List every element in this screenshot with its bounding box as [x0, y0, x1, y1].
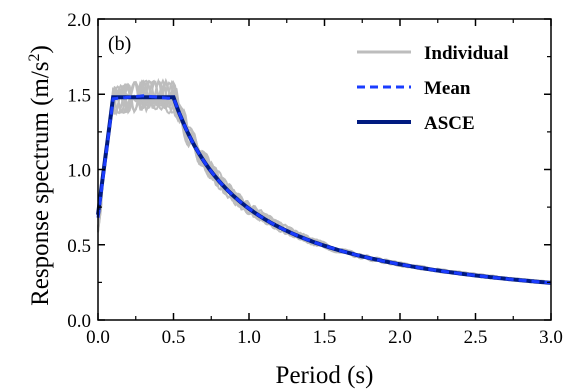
y-tick-label: 1.5: [67, 85, 91, 106]
legend-label-individual: Individual: [424, 43, 509, 64]
y-tick-label: 0.0: [67, 311, 91, 332]
individual-record-line: [97, 79, 552, 284]
individual-record-line: [97, 79, 551, 284]
legend-label-mean: Mean: [424, 78, 471, 99]
axis-ticks: 0.0 0.5 1.0 1.5 2.0 2.5 3.0 0.0 0.5 1.0 1.5 2.0: [67, 10, 563, 348]
legend: Individual Mean ASCE: [357, 43, 509, 134]
x-tick-label: 1.0: [237, 327, 261, 348]
individual-series-group: [97, 77, 552, 285]
x-tick-label: 2.5: [464, 327, 488, 348]
y-axis-title-close: ): [27, 45, 54, 53]
individual-record-line: [97, 79, 552, 283]
x-tick-label: 0.0: [86, 327, 110, 348]
x-axis-title: Period (s): [276, 362, 374, 389]
x-tick-label: 0.5: [162, 327, 186, 348]
y-axis-title-superscript: 2: [26, 53, 43, 61]
asce-series-line: [96, 95, 552, 285]
y-axis-title-main: Response spectrum (m/s: [27, 61, 54, 305]
y-tick-label: 2.0: [67, 10, 91, 31]
individual-record-line: [97, 79, 552, 285]
panel-label: (b): [108, 33, 131, 55]
x-tick-label: 1.5: [313, 327, 337, 348]
main-series-group: [96, 94, 552, 285]
y-tick-label: 1.0: [67, 161, 91, 182]
y-tick-label: 0.5: [67, 236, 91, 257]
individual-record-line: [97, 79, 552, 284]
individual-record-line: [97, 81, 552, 284]
legend-label-asce: ASCE: [424, 113, 475, 134]
individual-record-line: [97, 79, 552, 284]
x-tick-label: 2.0: [388, 327, 412, 348]
y-axis-title: Response spectrum (m/s2): [26, 45, 54, 306]
x-tick-label: 3.0: [539, 327, 563, 348]
mean-series-line: [96, 94, 552, 285]
individual-record-line: [97, 77, 552, 284]
